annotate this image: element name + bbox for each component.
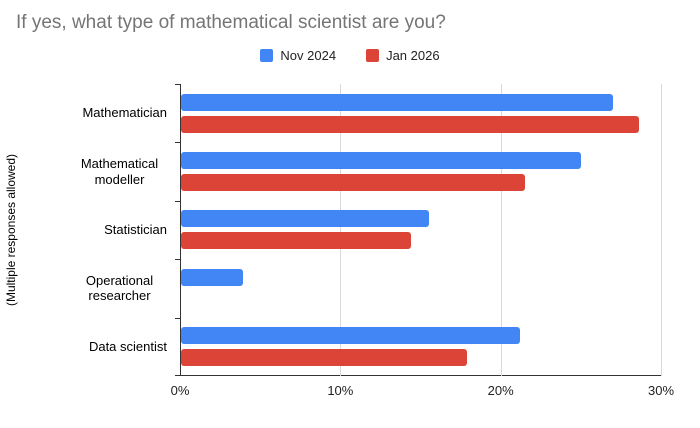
y-axis-tick	[175, 375, 180, 376]
x-axis-line	[180, 375, 661, 376]
y-axis-tick	[175, 200, 180, 202]
y-axis-tick	[175, 259, 180, 261]
category-label: Statistician	[104, 222, 167, 238]
x-tick-label: 0%	[170, 383, 190, 398]
category-label-row: Statistician	[58, 201, 174, 259]
x-tick-label: 30%	[647, 383, 675, 398]
bar	[181, 327, 521, 345]
y-axis-line	[180, 84, 181, 376]
x-tick-label: 20%	[487, 383, 514, 398]
legend-color-swatch	[366, 49, 380, 62]
bar-group	[181, 259, 661, 317]
legend-item: Nov 2024	[260, 48, 336, 63]
category-label: Mathematical modeller	[80, 156, 159, 187]
legend-label: Nov 2024	[280, 48, 337, 63]
bar	[181, 210, 429, 228]
legend-color-swatch	[260, 49, 274, 62]
category-labels: Mathematician Mathematical modeller Statis…	[58, 84, 174, 376]
y-axis-tick	[175, 317, 180, 319]
gridline	[500, 84, 502, 376]
bar	[181, 349, 468, 367]
y-axis-title: (Multiple responses allowed)	[4, 153, 18, 307]
legend: Nov 2024 Jan 2026	[0, 48, 700, 63]
legend-item: Jan 2026	[366, 48, 440, 63]
bar	[181, 232, 412, 250]
category-label-row: Data scientist	[58, 318, 174, 376]
chart-title: If yes, what type of mathematical scient…	[16, 12, 446, 33]
category-label: Data scientist	[88, 339, 167, 355]
category-label-row: Mathematical modeller	[58, 142, 174, 200]
bar	[181, 93, 613, 111]
y-axis-tick	[175, 142, 180, 144]
plot-area	[175, 84, 662, 376]
gridline	[340, 84, 342, 376]
legend-label: Jan 2026	[386, 48, 440, 63]
bar-group	[181, 201, 661, 259]
category-label-row: Mathematician	[58, 84, 174, 142]
gridline	[661, 84, 662, 376]
x-tick-label: 10%	[327, 383, 354, 398]
bar-group	[181, 318, 661, 376]
category-label: Operational researcher	[85, 272, 154, 304]
bar-group	[181, 142, 661, 200]
bar	[181, 115, 639, 133]
x-axis-labels: 0% 10% 20% 30%	[171, 383, 674, 399]
bar	[181, 174, 525, 192]
bar	[181, 268, 244, 286]
bar-group	[181, 84, 661, 142]
bar	[181, 152, 581, 170]
y-axis-tick	[175, 84, 180, 85]
category-label: Mathematician	[82, 105, 167, 121]
category-label-row: Operational researcher	[58, 259, 174, 317]
